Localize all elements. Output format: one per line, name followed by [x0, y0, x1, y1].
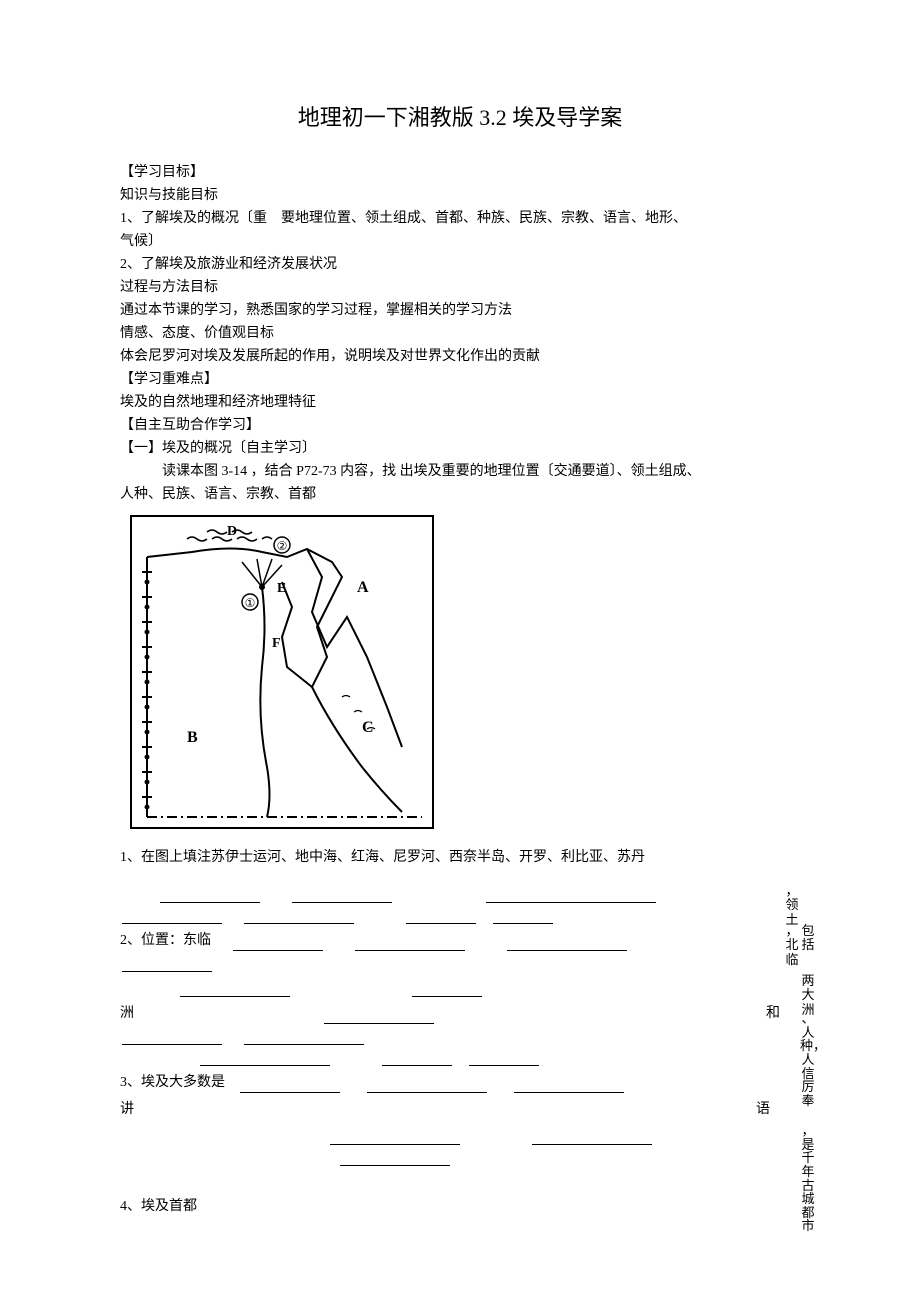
- blank[interactable]: [122, 957, 212, 972]
- blank[interactable]: [180, 982, 290, 997]
- goal-1-line1: 1、了解埃及的概况〔重 要地理位置、领土组成、首都、种族、民族、宗教、语言、地形…: [120, 208, 800, 229]
- process-text: 通过本节课的学习，熟悉国家的学习过程，掌握相关的学习方法: [120, 300, 800, 321]
- map-label-a: A: [357, 579, 369, 596]
- egypt-map: D ② A ① E: [130, 515, 434, 829]
- question-3-row: 3、埃及大多数是: [120, 1072, 800, 1093]
- part1-header: 【一】埃及的概况〔自主学习〕: [120, 438, 800, 459]
- blank[interactable]: [240, 1078, 340, 1093]
- right-col-6: ，是千年古城都市: [800, 1124, 816, 1233]
- map-label-d: D: [227, 524, 237, 539]
- q2-zhou-row: 洲 和: [120, 1003, 800, 1024]
- question-2-row: 2、位置：东临: [120, 930, 800, 951]
- blank[interactable]: [330, 1130, 460, 1145]
- q4-prefix: 4、埃及首都: [120, 1196, 197, 1217]
- goal-1-line2: 气候〕: [120, 231, 800, 252]
- map-label-b: B: [187, 729, 198, 746]
- right-col-5: 、人种，人信厉奉: [800, 1012, 816, 1107]
- blank[interactable]: [233, 936, 323, 951]
- blank[interactable]: [292, 888, 392, 903]
- emotion-header: 情感、态度、价值观目标: [120, 323, 800, 344]
- read-text-2: 人种、民族、语言、宗教、首都: [120, 484, 800, 505]
- blank[interactable]: [122, 1030, 222, 1045]
- process-header: 过程与方法目标: [120, 277, 800, 298]
- body-text: 【学习目标】 知识与技能目标 1、了解埃及的概况〔重 要地理位置、领土组成、首都…: [120, 162, 800, 1217]
- blank[interactable]: [122, 909, 222, 924]
- blank-row-2: [120, 909, 800, 924]
- blank[interactable]: [160, 888, 260, 903]
- blank[interactable]: [507, 936, 627, 951]
- blank-row-4: [120, 982, 800, 997]
- blank[interactable]: [532, 1130, 652, 1145]
- map-label-circ1: ①: [245, 596, 256, 610]
- difficulty-text: 埃及的自然地理和经济地理特征: [120, 392, 800, 413]
- read-text-1: 读课本图 3-14 ，结合 P72-73 内容，找 出埃及重要的地理位置〔交通要…: [120, 461, 800, 482]
- blank[interactable]: [406, 909, 476, 924]
- blank-row-3: [120, 957, 800, 972]
- q3-jiang: 讲: [120, 1099, 134, 1120]
- map-label-e: E: [277, 581, 286, 596]
- page-title: 地理初一下湘教版 3.2 埃及导学案: [120, 100, 800, 132]
- blank[interactable]: [324, 1009, 434, 1024]
- blank-row-6: [120, 1051, 800, 1066]
- selfstudy-header: 【自主互助合作学习】: [120, 415, 800, 436]
- q3-prefix: 3、埃及大多数是: [120, 1072, 225, 1093]
- knowledge-skill-header: 知识与技能目标: [120, 185, 800, 206]
- question-4-row: 4、埃及首都: [120, 1196, 800, 1217]
- q3-suffix-row: 讲 语: [120, 1099, 800, 1120]
- blank[interactable]: [244, 909, 354, 924]
- blank[interactable]: [200, 1051, 330, 1066]
- emotion-text: 体会尼罗河对埃及发展所起的作用，说明埃及对世界文化作出的贡献: [120, 346, 800, 367]
- blank[interactable]: [486, 888, 656, 903]
- blank[interactable]: [493, 909, 553, 924]
- map-svg: D ② A ① E: [132, 517, 432, 827]
- blank[interactable]: [367, 1078, 487, 1093]
- blank[interactable]: [244, 1030, 364, 1045]
- map-label-f: F: [272, 636, 281, 651]
- page-container: 地理初一下湘教版 3.2 埃及导学案 【学习目标】 知识与技能目标 1、了解埃及…: [0, 0, 920, 1303]
- goals-header: 【学习目标】: [120, 162, 800, 183]
- right-col-3: 包括: [800, 924, 816, 953]
- blank[interactable]: [514, 1078, 624, 1093]
- difficulty-header: 【学习重难点】: [120, 369, 800, 390]
- blank[interactable]: [340, 1151, 450, 1166]
- blank-row-1: [120, 888, 800, 903]
- blank-row-5: [120, 1030, 800, 1045]
- blank-row-8: [120, 1151, 800, 1166]
- blank[interactable]: [355, 936, 465, 951]
- q2-prefix: 2、位置：东临: [120, 930, 211, 951]
- fill-area: ，领土 ，北临 包括 两大洲 、人种，人信厉奉 ，是千年古城都市 2、位置：东: [120, 888, 800, 1217]
- q2-and: 和: [766, 1003, 780, 1024]
- question-1: 1、在图上填注苏伊士运河、地中海、红海、尼罗河、西奈半岛、开罗、利比亚、苏丹: [120, 847, 800, 868]
- right-col-1: ，领土: [784, 884, 800, 927]
- goal-2: 2、了解埃及旅游业和经济发展状况: [120, 254, 800, 275]
- blank[interactable]: [382, 1051, 452, 1066]
- map-label-circ2: ②: [277, 539, 288, 553]
- right-col-2: ，北临: [784, 924, 800, 967]
- blank[interactable]: [412, 982, 482, 997]
- q3-yu: 语: [756, 1099, 770, 1120]
- blank-row-7: [120, 1130, 800, 1145]
- q2-zhou: 洲: [120, 1003, 134, 1024]
- blank[interactable]: [469, 1051, 539, 1066]
